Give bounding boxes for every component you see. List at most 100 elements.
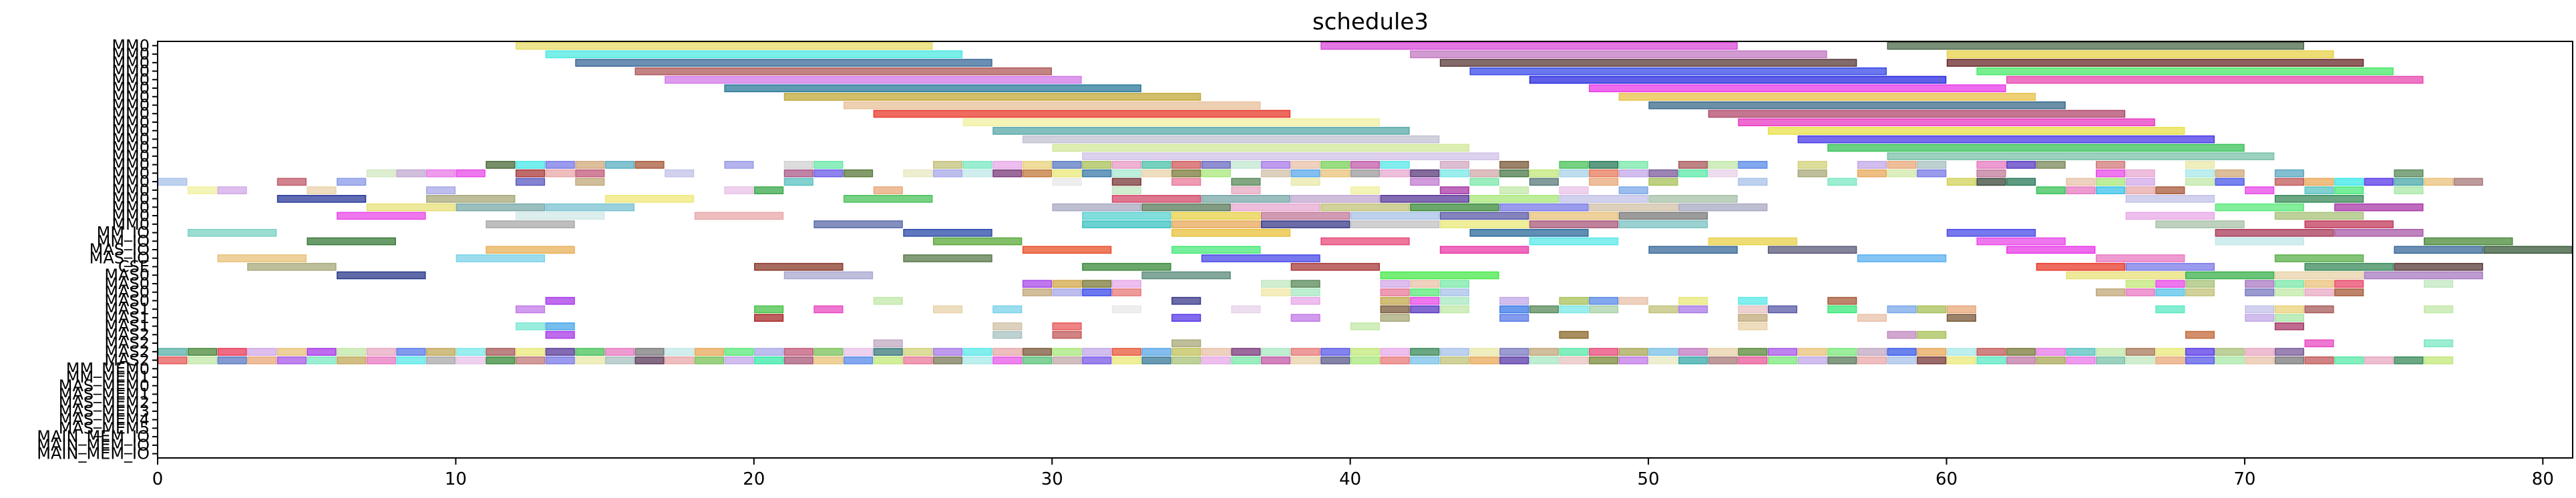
task-bar [1946,228,2036,237]
task-bar [1111,161,1141,169]
mem-bar [1141,348,1171,356]
task-bar [1320,161,1350,169]
task-bar [2185,271,2275,280]
task-bar [1320,41,1738,50]
task-bar [962,169,992,178]
mem-bar [426,348,456,356]
task-bar [1111,280,1141,288]
mem-bar [515,356,546,364]
task-bar [992,169,1023,178]
mem-bar [217,356,247,364]
task-bar [2095,288,2126,296]
mem-bar [187,348,218,356]
task-bar [1380,169,1410,178]
mem-bar [2155,356,2185,364]
mem-bar [2125,356,2155,364]
mem-bar [1559,348,1589,356]
task-bar [992,127,1410,135]
task-bar [2274,195,2364,203]
task-bar [1439,220,1529,228]
mem-bar [1946,348,1976,356]
task-bar [962,118,1381,127]
task-bar [754,305,784,314]
task-bar [1618,161,1648,169]
task-bar [1111,288,1141,296]
task-bar [1022,135,1440,144]
task-bar [2125,212,2215,220]
task-bar [1171,212,1261,220]
task-bar [903,169,933,178]
task-bar [1589,178,1619,186]
y-tick-label: MM0 [112,156,150,174]
task-bar [2185,169,2215,178]
task-bar [1082,280,1112,288]
task-bar [2006,178,2036,186]
mem-bar [724,348,754,356]
task-bar [1052,322,1082,330]
task-bar [2394,178,2424,186]
x-tick-label: 70 [2233,469,2255,489]
task-bar [1439,161,1469,169]
task-bar [1410,288,1440,296]
mem-bar [277,356,307,364]
task-bar [1231,186,1261,194]
task-bar [1410,178,1440,186]
task-bar [1082,220,1171,228]
y-tick-label: MAS_MEM0 [59,377,150,395]
mem-bar [1976,356,2006,364]
task-bar [932,305,963,314]
task-bar [2304,280,2334,288]
mem-bar [694,356,724,364]
mem-bar [1469,356,1499,364]
task-bar [1439,288,1469,296]
task-bar [1261,161,1291,169]
mem-bar [844,348,874,356]
mem-bar [1201,348,1231,356]
task-bar [1201,169,1231,178]
task-bar [2125,280,2155,288]
task-bar [2095,161,2126,169]
mem-bar [1708,348,1738,356]
task-bar [2185,280,2215,288]
task-bar [2036,186,2066,194]
task-bar [337,271,426,280]
y-tick-label: MAIN_MEM_IO [37,436,150,455]
task-bar [1380,305,1410,314]
task-bar [2304,262,2394,271]
mem-bar [426,356,456,364]
task-bar [724,84,1141,93]
y-tick-label: MAS0 [104,274,150,293]
task-bar [1648,305,1678,314]
task-bar [1290,161,1320,169]
task-bar [754,186,784,194]
mem-bar [455,348,486,356]
task-bar [1529,237,1619,246]
mem-bar [1499,348,1529,356]
task-bar [2155,305,2185,314]
mem-bar [1738,356,1768,364]
task-bar [1320,169,1350,178]
task-bar [1052,144,1469,152]
y-tick-label: MAIN_MEM_IO [37,427,150,446]
mem-bar [1917,348,1947,356]
mem-bar [1410,348,1440,356]
task-bar [1708,109,2126,118]
task-bar [1439,305,1469,314]
task-bar [2066,271,2185,280]
task-bar [1529,305,1559,314]
task-bar [2274,322,2304,330]
mem-bar [992,348,1023,356]
task-bar [962,161,992,169]
y-tick-label: MM0 [112,87,150,106]
mem-bar [307,356,337,364]
task-bar [1827,178,1857,186]
task-bar [1350,322,1381,330]
task-bar [1559,195,1648,203]
task-bar [1111,305,1141,314]
task-bar [1648,246,1738,254]
mem-bar [1827,348,1857,356]
mem-bar [1201,356,1231,364]
task-bar [604,195,695,203]
mem-bar [813,356,844,364]
task-bar [307,237,396,246]
